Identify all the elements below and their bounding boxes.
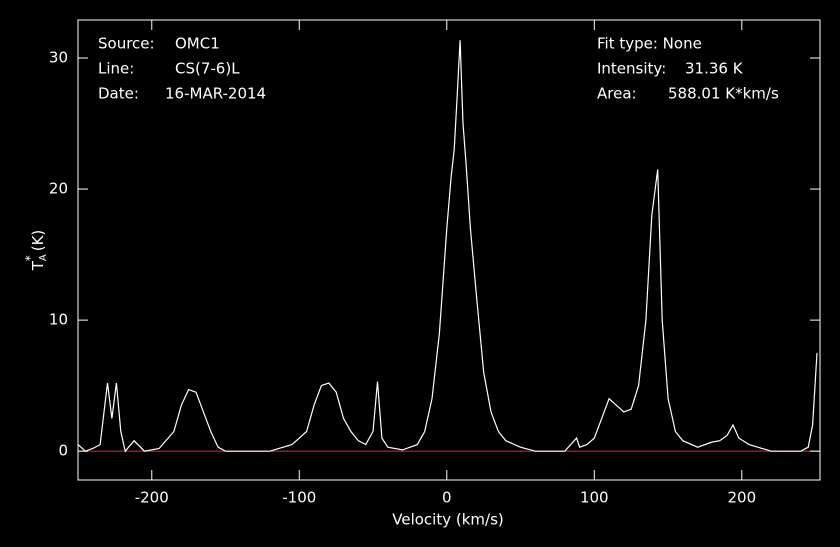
spectrum-line [77, 40, 818, 453]
info-key: Fit type: None [597, 35, 702, 53]
info-key: Intensity: [597, 60, 666, 78]
y-axis-label: TA* (K) [23, 230, 50, 272]
info-key: Source: [98, 35, 155, 53]
y-label-sup: * [23, 255, 37, 261]
info-value: CS(7-6)L [175, 60, 240, 78]
y-tick-label: 20 [49, 180, 68, 198]
x-tick-label: -100 [282, 489, 316, 507]
y-label-sub: A [38, 254, 49, 261]
info-value: 588.01 K*km/s [668, 85, 779, 103]
info-key: Line: [98, 60, 134, 78]
y-tick-label: 0 [58, 442, 68, 460]
info-key: Date: [98, 85, 139, 103]
y-tick-label: 10 [49, 311, 68, 329]
y-label-main: T [29, 260, 47, 271]
info-value: OMC1 [175, 35, 220, 53]
info-value: 31.36 K [685, 60, 744, 78]
y-tick-label: 30 [49, 49, 68, 67]
x-tick-label: 100 [580, 489, 609, 507]
x-axis-label: Velocity (km/s) [392, 511, 503, 529]
y-label-unit: (K) [29, 230, 47, 252]
plot-frame [77, 19, 821, 481]
info-key: Area: [597, 85, 637, 103]
info-value: 16-MAR-2014 [165, 85, 266, 103]
x-tick-label: 200 [727, 489, 756, 507]
x-tick-label: -200 [135, 489, 169, 507]
x-tick-label: 0 [442, 489, 452, 507]
